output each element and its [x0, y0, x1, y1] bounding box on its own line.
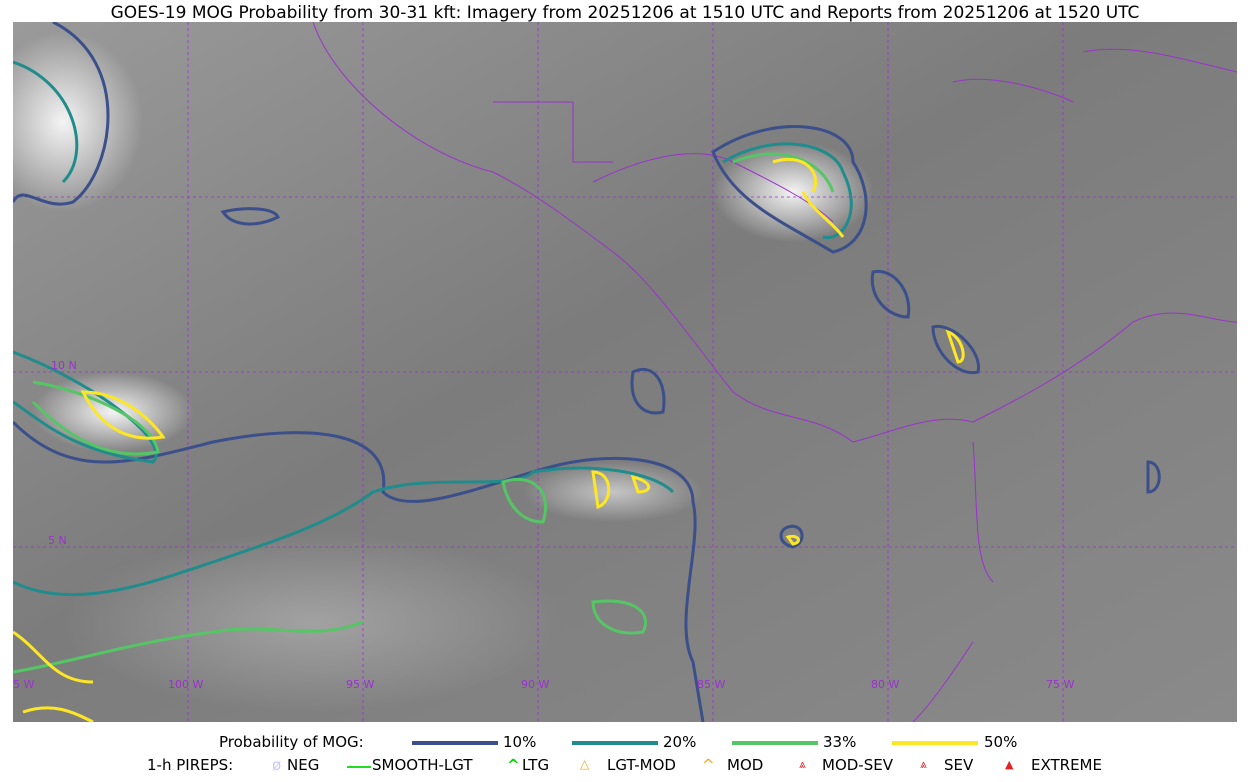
double-caret-icon: ⩓ — [799, 757, 806, 771]
lon-label: 80 W — [871, 678, 899, 691]
lon-label: 75 W — [1046, 678, 1074, 691]
country-borders — [312, 22, 1237, 722]
double-caret-icon: ⩓ — [920, 757, 927, 771]
pirep-label-neg: NEG — [287, 756, 320, 774]
lon-label: 85 W — [697, 678, 725, 691]
legend-label-50: 50% — [984, 733, 1018, 751]
contours-10pct — [13, 22, 1161, 722]
longitude-labels: 105 W 100 W 95 W 90 W 85 W 80 W 75 W — [13, 678, 1074, 691]
caret-icon: ^ — [507, 756, 520, 774]
pirep-label-smooth-lgt: SMOOTH-LGT — [372, 756, 473, 774]
lon-label: 105 W — [13, 678, 34, 691]
lat-label: 5 N — [48, 534, 67, 547]
pireps-legend-title: 1-h PIREPS: — [147, 756, 234, 774]
legend-swatch-33 — [732, 741, 818, 745]
filled-triangle-icon: ▲ — [1005, 758, 1014, 771]
probability-legend-title: Probability of MOG: — [219, 733, 364, 751]
pirep-label-extreme: EXTREME — [1031, 756, 1102, 774]
lon-label: 100 W — [168, 678, 203, 691]
line-icon — [347, 766, 371, 768]
legend-label-10: 10% — [503, 733, 537, 751]
lon-label: 90 W — [521, 678, 549, 691]
contours-50pct — [13, 157, 965, 722]
pirep-label-lgt-mod: LGT-MOD — [607, 756, 676, 774]
contours-33pct — [13, 152, 835, 674]
legend-label-20: 20% — [663, 733, 697, 751]
caret-bar-icon: ^ — [702, 756, 715, 774]
lat-label: 10 N — [51, 359, 77, 372]
triangle-bar-icon: △ — [580, 757, 590, 771]
satellite-map: 10 N 5 N 105 W 100 W 95 W 90 W 85 W 80 W… — [13, 22, 1237, 722]
legend-swatch-10 — [412, 741, 498, 745]
legend-label-33: 33% — [823, 733, 857, 751]
latitude-labels: 10 N 5 N — [48, 359, 77, 547]
pirep-label-ltg: LTG — [522, 756, 550, 774]
legend-swatch-50 — [892, 741, 978, 745]
lon-label: 95 W — [346, 678, 374, 691]
pirep-label-mod: MOD — [727, 756, 764, 774]
map-title: GOES-19 MOG Probability from 30-31 kft: … — [110, 3, 1140, 23]
pirep-label-sev: SEV — [944, 756, 974, 774]
graticule — [13, 22, 1237, 722]
legend-swatch-20 — [572, 741, 658, 745]
contours-20pct — [13, 60, 853, 597]
neg-circle-icon: ø — [272, 756, 282, 774]
pirep-label-mod-sev: MOD-SEV — [822, 756, 893, 774]
